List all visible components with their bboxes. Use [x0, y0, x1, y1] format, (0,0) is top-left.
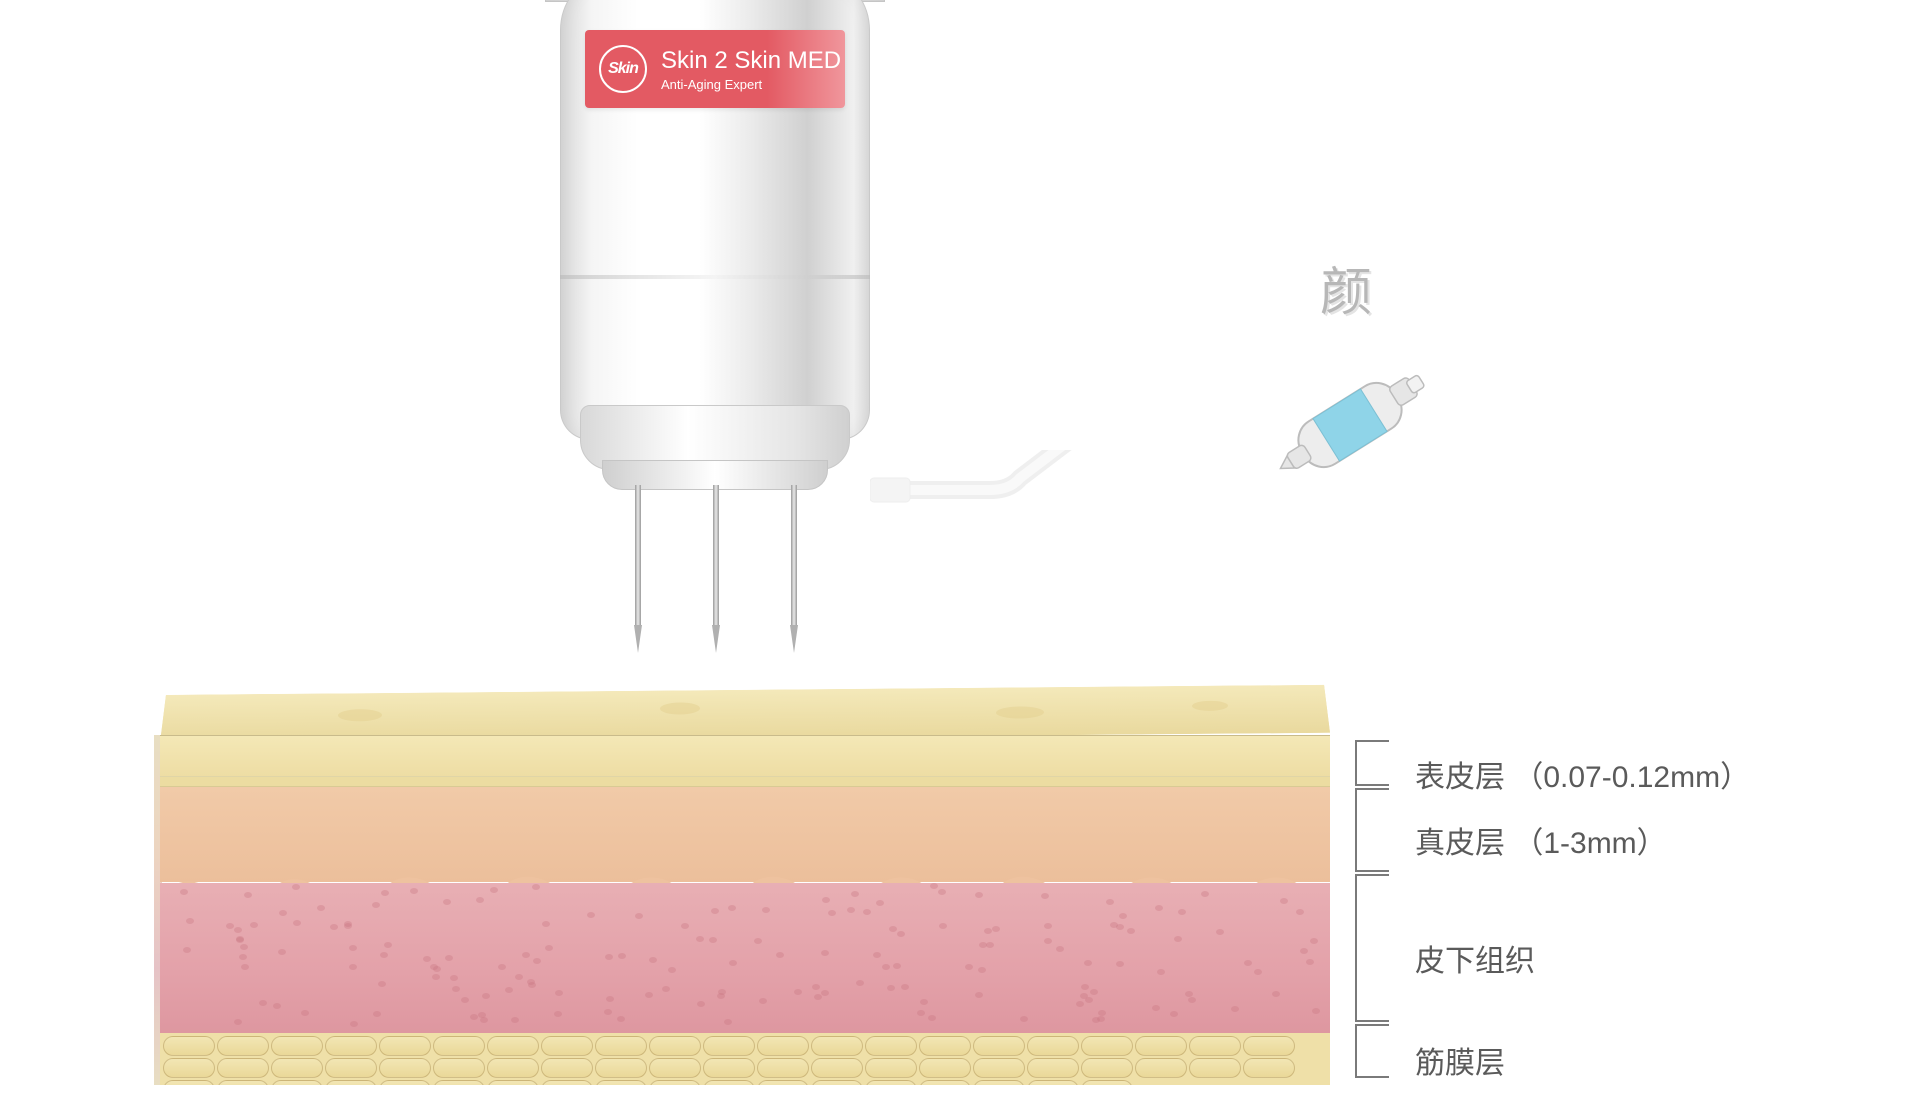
legend-bracket-1 [1355, 788, 1389, 872]
brand-logo-icon: Skin [599, 45, 647, 93]
legend-label-1: 真皮层 （1-3mm） [1415, 818, 1667, 862]
fascia-cells [160, 1033, 1330, 1085]
subcut-texture [160, 883, 1330, 1033]
device-brand-label: Skin Skin 2 Skin MED Anti-Aging Expert [585, 30, 845, 108]
tube-connector [870, 450, 1130, 520]
brand-title: Skin 2 Skin MED [661, 47, 841, 75]
device-groove [560, 275, 870, 279]
layer-epidermis [160, 735, 1330, 777]
filter-capsule [1260, 360, 1440, 490]
layer-fascia [160, 1033, 1330, 1085]
legend-label-0: 表皮层 （0.07-0.12mm） [1415, 752, 1750, 796]
needle-2 [708, 485, 724, 655]
legend-label-3: 筋膜层 [1415, 1038, 1505, 1082]
needle-1 [630, 485, 646, 655]
legend-bracket-2 [1355, 874, 1389, 1022]
layer-legend: 表皮层 （0.07-0.12mm） 真皮层 （1-3mm） 皮下组织筋膜层 [1355, 740, 1875, 1100]
needle-3 [786, 485, 802, 655]
skin-cross-section [160, 695, 1330, 1075]
decorative-character: 颜 [1320, 250, 1374, 325]
brand-text: Skin 2 Skin MED Anti-Aging Expert [661, 47, 841, 92]
layer-subcutaneous [160, 883, 1330, 1033]
diagram-canvas: 颜 Skin Skin 2 Skin MED Anti-Aging Expert [0, 0, 1920, 1080]
layer-epidermis-lower [160, 777, 1330, 787]
legend-bracket-3 [1355, 1024, 1389, 1078]
microneedle-device: Skin Skin 2 Skin MED Anti-Aging Expert [530, 0, 900, 640]
legend-bracket-0 [1355, 740, 1389, 786]
brand-subtitle: Anti-Aging Expert [661, 77, 841, 92]
legend-label-2: 皮下组织 [1415, 936, 1535, 980]
